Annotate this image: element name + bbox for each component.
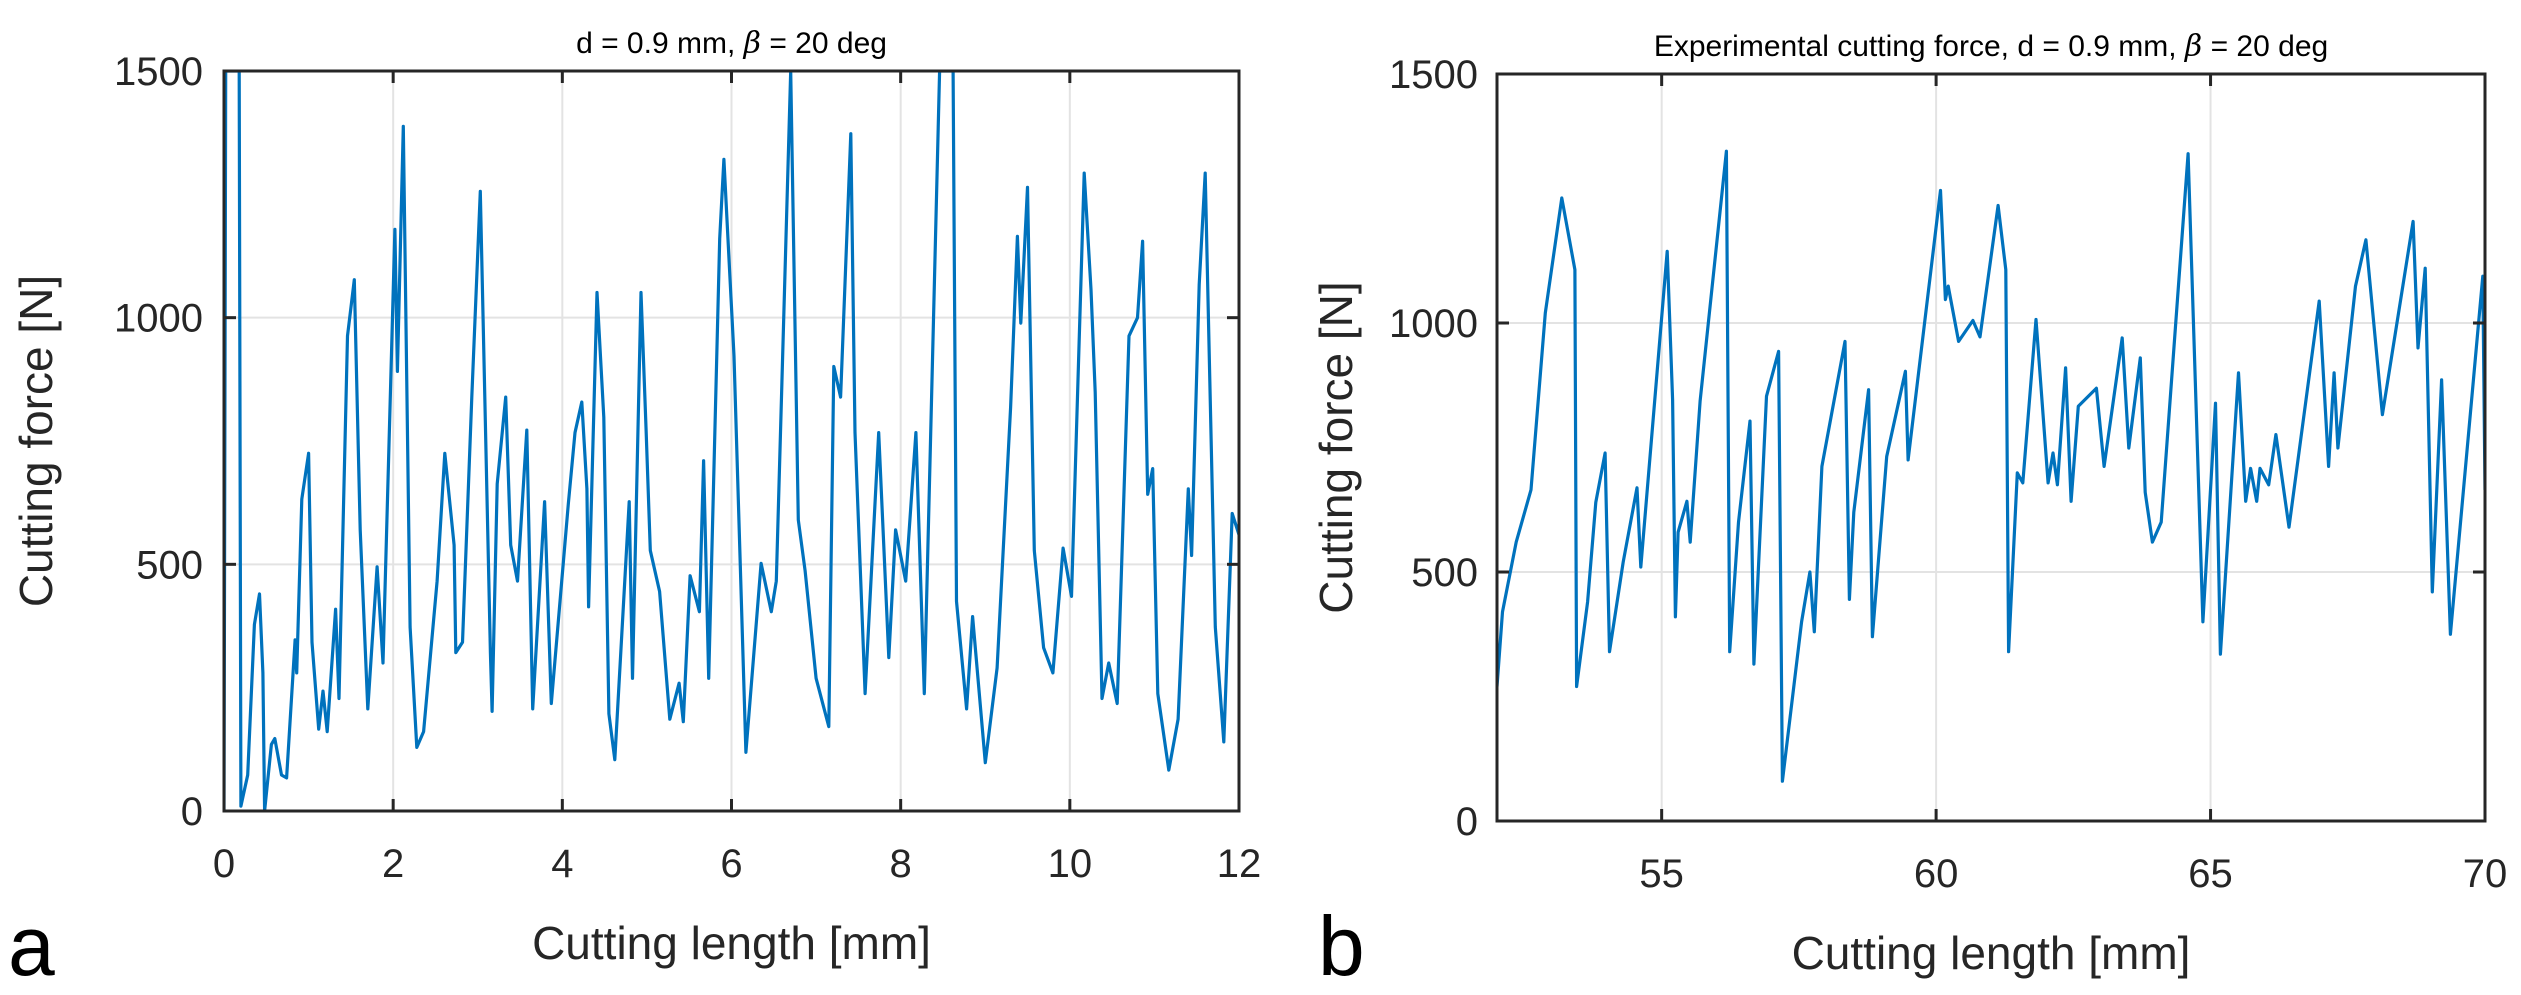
chart-title-text: Experimental cutting force, d = 0.9 mm, <box>1654 30 2185 63</box>
x-tick-label: 6 <box>720 842 742 886</box>
y-tick-label: 1500 <box>114 50 203 94</box>
chart-title-text: d = 0.9 mm, <box>576 27 744 60</box>
x-tick-label: 2 <box>382 842 404 886</box>
panel-label: b <box>1318 899 1365 993</box>
x-tick-label: 8 <box>890 842 912 886</box>
x-tick-label: 60 <box>1914 852 1959 896</box>
subplot-b: 55 60 65 70 0 500 1000 1500 Cutting length [mm] C… <box>1310 29 2507 993</box>
chart-title: d = 0.9 mm, β = 20 deg <box>576 26 887 61</box>
series-line-0 <box>224 71 1239 811</box>
y-tick-label: 1500 <box>1389 53 1478 97</box>
x-tick-label: 12 <box>1217 842 1262 886</box>
chart-title-symbol: β <box>2184 29 2202 64</box>
y-axis-label: Cutting force [N] <box>10 275 62 607</box>
chart-title: Experimental cutting force, d = 0.9 mm, … <box>1654 29 2328 64</box>
x-tick-label: 0 <box>213 842 235 886</box>
x-tick-label: 10 <box>1048 842 1093 886</box>
y-tick-label: 0 <box>181 790 203 834</box>
y-axis-label: Cutting force [N] <box>1310 281 1362 613</box>
x-axis-label: Cutting length [mm] <box>532 917 931 969</box>
y-tick-label: 0 <box>1456 800 1478 844</box>
y-tick-label: 500 <box>136 543 203 587</box>
x-tick-label: 65 <box>2188 852 2233 896</box>
y-tick-label: 500 <box>1411 551 1478 595</box>
x-tick-label: 70 <box>2463 852 2508 896</box>
chart-title-symbol: β <box>743 26 761 61</box>
chart-title-suffix: = 20 deg <box>761 27 887 60</box>
x-tick-label: 55 <box>1639 852 1684 896</box>
series-line-0 <box>1497 149 2485 783</box>
x-tick-label: 4 <box>551 842 573 886</box>
x-axis-label: Cutting length [mm] <box>1792 927 2191 979</box>
panel-label: a <box>8 899 55 993</box>
subplot-a: 0 2 4 6 8 10 12 0 500 1000 1500 Cutting length [mm]… <box>8 26 1261 993</box>
axes-box <box>1495 72 2487 823</box>
y-tick-label: 1000 <box>1389 302 1478 346</box>
y-tick-label: 1000 <box>114 297 203 341</box>
chart-title-suffix: = 20 deg <box>2202 30 2328 63</box>
